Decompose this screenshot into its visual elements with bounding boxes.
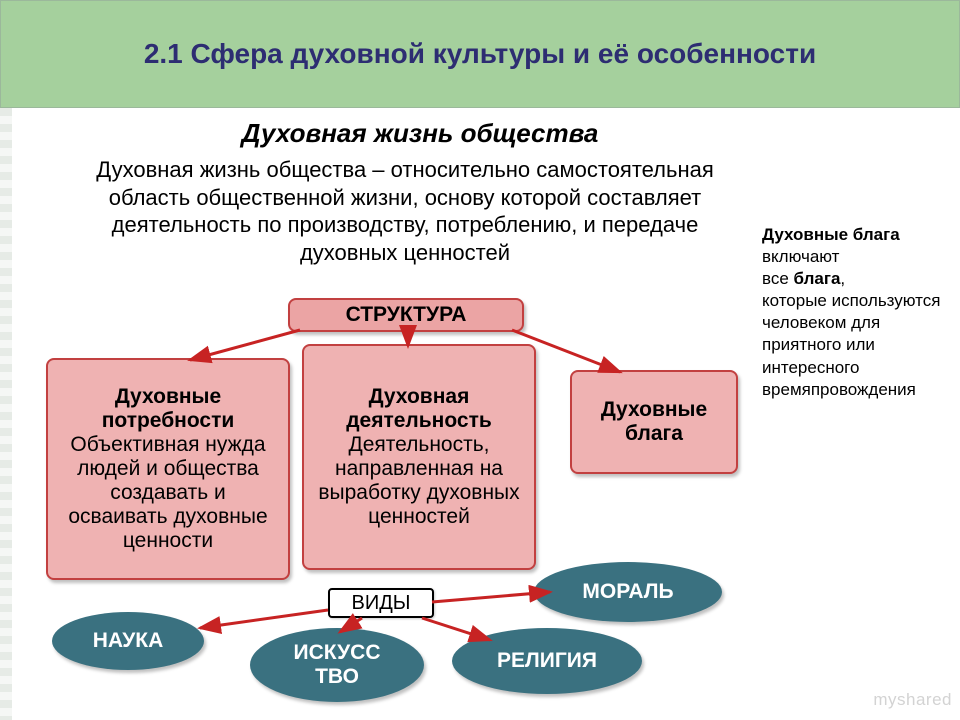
ellipse-art-label: ИСКУСС ТВО: [294, 641, 381, 689]
intro-paragraph-text: Духовная жизнь общества – относительно с…: [96, 157, 714, 265]
section-title-text: Духовная жизнь общества: [242, 118, 599, 148]
box-needs: Духовные потребности Объективная нужда л…: [46, 358, 290, 580]
sidenote-rest: которые используются человеком для прият…: [762, 290, 952, 400]
ellipse-religion: РЕЛИГИЯ: [452, 628, 642, 694]
intro-paragraph: Духовная жизнь общества – относительно с…: [60, 156, 750, 266]
sidenote-line2: включают: [762, 246, 952, 268]
box-activity: Духовная деятельность Деятельность, напр…: [302, 344, 536, 570]
box-needs-body: Объективная нужда людей и общества созда…: [58, 433, 278, 553]
ellipse-moral: МОРАЛЬ: [534, 562, 722, 622]
box-structure-title: СТРУКТУРА: [346, 303, 467, 326]
watermark: myshared: [873, 690, 952, 710]
slide-header: 2.1 Сфера духовной культуры и её особенн…: [0, 0, 960, 108]
sidenote-line3-suffix: ,: [840, 269, 845, 288]
sidenote-bold1: Духовные блага: [762, 225, 900, 244]
box-activity-body: Деятельность, направленная на выработку …: [314, 433, 524, 529]
ellipse-religion-label: РЕЛИГИЯ: [497, 649, 597, 673]
section-title: Духовная жизнь общества: [160, 118, 680, 149]
ellipse-moral-label: МОРАЛЬ: [582, 580, 673, 604]
box-needs-title: Духовные потребности: [58, 385, 278, 433]
sidenote-line3-prefix: все: [762, 269, 794, 288]
slide-title: 2.1 Сфера духовной культуры и её особенн…: [144, 38, 816, 70]
ellipse-art: ИСКУСС ТВО: [250, 628, 424, 702]
slide-stage: 2.1 Сфера духовной культуры и её особенн…: [0, 0, 960, 720]
box-types-title: ВИДЫ: [352, 592, 411, 614]
box-types: ВИДЫ: [328, 588, 434, 618]
left-texture-strip: [0, 108, 12, 720]
sidenote-bold3: блага: [794, 269, 841, 288]
sidenote: Духовные блага включают все блага, котор…: [762, 224, 952, 401]
box-goods: Духовные блага: [570, 370, 738, 474]
ellipse-science: НАУКА: [52, 612, 204, 670]
ellipse-science-label: НАУКА: [93, 629, 164, 653]
box-goods-title: Духовные блага: [582, 398, 726, 446]
box-structure: СТРУКТУРА: [288, 298, 524, 332]
box-activity-title: Духовная деятельность: [314, 385, 524, 433]
